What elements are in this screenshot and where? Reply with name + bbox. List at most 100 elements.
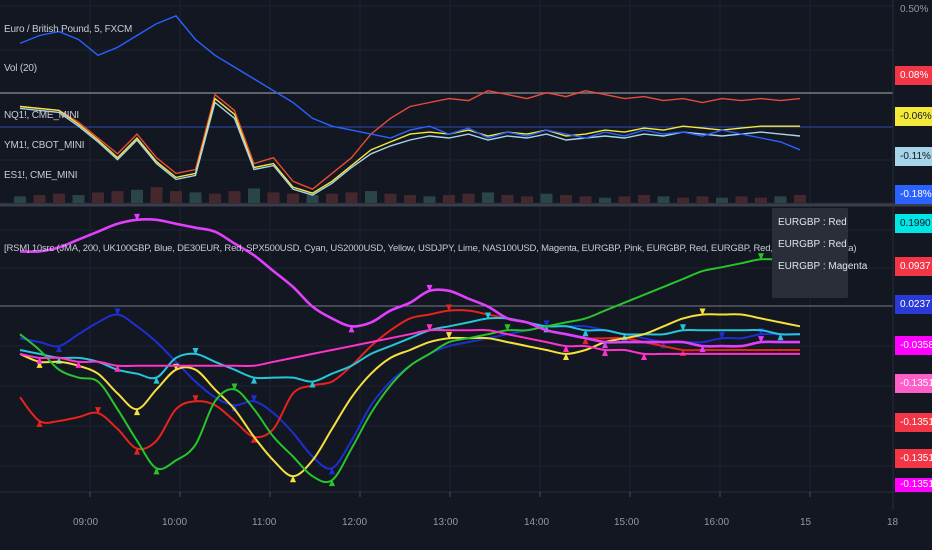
volume-bar xyxy=(618,196,631,203)
volume-bar xyxy=(306,195,319,203)
volume-bar xyxy=(599,197,611,203)
upper-legend-volume[interactable]: Vol (20) xyxy=(4,63,37,74)
series-line xyxy=(19,254,801,484)
time-tick-label: 15:00 xyxy=(614,517,640,528)
lower-price-label: -0.1351 xyxy=(895,478,932,492)
turn-marker xyxy=(329,467,335,475)
volume-bar xyxy=(14,196,26,203)
volume-bar xyxy=(72,195,85,203)
series-line xyxy=(19,89,801,191)
volume-bar xyxy=(735,196,748,203)
turn-marker xyxy=(329,479,335,487)
time-tick-label: 09:00 xyxy=(73,517,99,528)
volume-bar xyxy=(677,197,689,203)
lower-price-label: -0.0358 xyxy=(895,336,932,355)
turn-marker xyxy=(134,447,140,455)
turn-marker xyxy=(699,345,706,353)
lower-legend-indicator[interactable]: [RSM] 10src (JMA, 200, UK100GBP, Blue, D… xyxy=(4,243,857,254)
volume-bar xyxy=(248,188,260,203)
turn-marker xyxy=(602,341,608,349)
volume-bar xyxy=(267,192,280,203)
upper-price-label: -0.11% xyxy=(895,147,932,166)
volume-bar xyxy=(482,192,494,203)
tooltip-line: EURGBP : Red xyxy=(778,217,847,228)
series-line xyxy=(19,328,800,368)
turn-marker xyxy=(426,284,433,292)
volume-bar xyxy=(111,191,124,203)
upper-price-label: 0.50% xyxy=(895,0,932,19)
time-tick-label: 12:00 xyxy=(342,517,368,528)
time-tick-label: 14:00 xyxy=(524,517,550,528)
series-line xyxy=(19,97,800,194)
upper-legend-nq[interactable]: NQ1!, CME_MINI xyxy=(4,110,79,121)
volume-bar xyxy=(228,191,241,203)
upper-legend-ym[interactable]: YM1!, CBOT_MINI xyxy=(4,140,85,151)
turn-marker xyxy=(114,364,121,372)
volume-bar xyxy=(638,195,650,203)
turn-marker xyxy=(582,329,589,337)
turn-marker xyxy=(153,376,160,384)
volume-bar xyxy=(696,196,709,203)
volume-bar xyxy=(92,192,104,203)
turn-marker xyxy=(504,324,511,332)
volume-bar xyxy=(521,196,533,203)
time-tick-label: 11:00 xyxy=(252,517,277,528)
volume-bar xyxy=(462,193,475,203)
volume-bar xyxy=(560,195,572,203)
turn-marker xyxy=(290,475,296,483)
volume-bar xyxy=(287,193,299,203)
turn-marker xyxy=(777,333,784,341)
volume-bar xyxy=(345,192,358,203)
series-line xyxy=(19,218,800,348)
turn-marker xyxy=(641,352,647,360)
time-tick-label: 18 xyxy=(887,517,899,528)
turn-marker xyxy=(192,395,199,403)
lower-price-label: -0.1351 xyxy=(895,374,932,393)
time-tick-label: 13:00 xyxy=(433,517,459,528)
volume-bar xyxy=(189,192,202,203)
volume-bar xyxy=(53,193,65,203)
lower-price-label: -0.1351 xyxy=(895,413,932,432)
volume-bar xyxy=(794,195,806,203)
turn-marker xyxy=(192,347,199,355)
lower-price-label: 0.0937 xyxy=(895,257,932,276)
volume-bar xyxy=(755,197,767,203)
time-tick-label: 10:00 xyxy=(162,517,188,528)
volume-bar xyxy=(326,193,338,203)
upper-legend-symbol[interactable]: Euro / British Pound, 5, FXCM xyxy=(4,24,133,35)
turn-marker xyxy=(153,467,160,475)
lower-price-label: 0.1990 xyxy=(895,214,932,233)
series-line xyxy=(19,15,801,151)
lower-price-label: 0.0237 xyxy=(895,295,932,314)
upper-price-label: -0.06% xyxy=(895,107,932,126)
turn-marker xyxy=(75,360,82,368)
turn-marker xyxy=(56,345,62,353)
turn-marker xyxy=(699,308,706,316)
volume-bar xyxy=(209,193,221,203)
turn-marker xyxy=(251,395,257,403)
turn-marker xyxy=(134,213,140,221)
volume-bar xyxy=(131,189,143,203)
turn-marker xyxy=(719,332,725,340)
crosshair-tooltip: EURGBP : Red EURGBP : Red EURGBP : Magen… xyxy=(772,208,868,298)
volume-bar xyxy=(657,196,670,203)
upper-legend-es[interactable]: ES1!, CME_MINI xyxy=(4,170,78,181)
volume-bar xyxy=(365,191,377,203)
volume-bar xyxy=(501,195,514,203)
turn-marker xyxy=(563,345,569,353)
turn-marker xyxy=(426,324,433,332)
volume-bar xyxy=(443,195,455,203)
series-line xyxy=(19,313,801,478)
volume-bar xyxy=(33,195,46,203)
volume-bar xyxy=(150,187,163,203)
turn-marker xyxy=(758,253,764,261)
tooltip-line: EURGBP : Magenta xyxy=(778,261,868,272)
turn-marker xyxy=(582,337,589,345)
turn-marker xyxy=(231,383,238,391)
turn-marker xyxy=(446,304,452,312)
turn-marker xyxy=(309,380,316,388)
lower-price-label: -0.1351 xyxy=(895,449,932,468)
volume-bar xyxy=(540,193,553,203)
turn-marker xyxy=(251,376,257,384)
